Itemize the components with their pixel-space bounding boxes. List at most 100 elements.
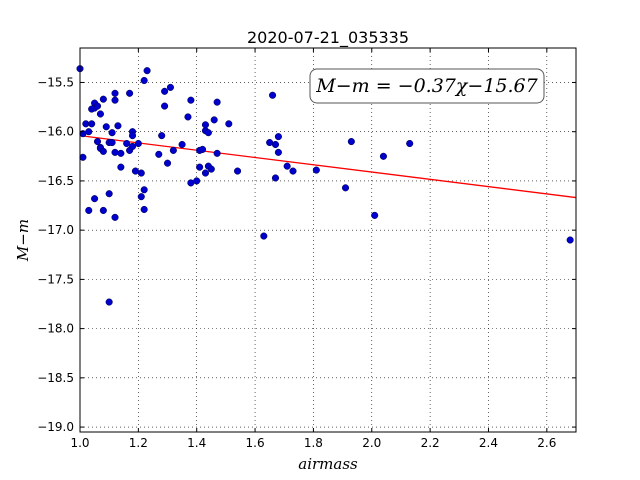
data-point (102, 123, 110, 131)
data-point (85, 206, 93, 215)
data-points (76, 65, 574, 306)
data-point (93, 102, 102, 110)
data-point (128, 142, 137, 151)
data-point (93, 137, 102, 146)
data-point (274, 148, 282, 156)
data-point (274, 133, 282, 141)
data-point (289, 167, 297, 175)
data-point (134, 139, 142, 148)
data-point (312, 166, 320, 174)
data-point (166, 83, 174, 91)
data-point (269, 91, 277, 99)
y-tick-label: −15.5 (37, 75, 74, 89)
x-tick-label: 1.6 (246, 436, 265, 450)
fit-line-group (79, 134, 577, 199)
data-point (105, 298, 113, 306)
data-point (271, 174, 280, 182)
data-point (155, 150, 163, 158)
x-tick-label: 1.4 (187, 436, 206, 450)
data-point (210, 116, 218, 124)
data-point (114, 122, 122, 130)
data-point (111, 148, 119, 156)
data-point (271, 140, 280, 149)
data-point (161, 102, 169, 110)
x-tick-label: 2.2 (421, 436, 440, 450)
x-tick-label: 2.0 (362, 436, 381, 450)
data-point (99, 147, 107, 155)
data-point (111, 96, 119, 104)
x-tick-label: 2.6 (537, 436, 556, 450)
data-point (111, 213, 119, 221)
data-point (79, 153, 87, 161)
data-point (193, 177, 201, 185)
data-point (234, 167, 242, 175)
data-point (169, 146, 177, 154)
data-point (213, 98, 221, 106)
data-point (99, 95, 107, 103)
x-tick-label: 1.8 (304, 436, 323, 450)
x-tick-label: 1.2 (129, 436, 148, 450)
data-point (260, 232, 268, 240)
data-point (126, 89, 134, 97)
equation-box (309, 68, 545, 104)
y-tick-label: −16.5 (37, 174, 74, 188)
y-tick-label: −17.5 (37, 272, 74, 286)
data-point (225, 120, 233, 128)
data-point (108, 138, 116, 147)
data-point (96, 110, 104, 118)
data-point (91, 195, 99, 203)
data-point (137, 193, 145, 201)
data-point (99, 206, 107, 215)
y-tick-label: −16.0 (37, 125, 74, 139)
data-point (187, 96, 195, 104)
data-point (178, 140, 186, 149)
fit-line (79, 134, 577, 199)
data-point (371, 211, 379, 219)
data-point (406, 139, 414, 148)
chart-title: 2020-07-21_035335 (247, 28, 409, 48)
data-point (140, 186, 148, 194)
data-point (201, 169, 210, 177)
data-point (111, 89, 119, 97)
x-tick-label: 2.4 (479, 436, 498, 450)
data-point (379, 152, 387, 160)
data-point (137, 169, 145, 177)
plot-area-background (80, 48, 576, 432)
plot-area-frame (79, 47, 577, 433)
data-point (108, 129, 116, 137)
data-point (140, 205, 148, 214)
data-point (198, 145, 207, 153)
x-tick-label: 1.0 (70, 436, 89, 450)
data-point (204, 129, 212, 137)
data-point (347, 137, 355, 146)
data-point (123, 139, 131, 148)
equation-annotation: M−m = −0.37χ−15.67 (315, 75, 538, 97)
data-point (341, 184, 350, 192)
data-point (184, 113, 192, 121)
y-tick-label: −17.0 (37, 223, 74, 237)
x-axis-label: airmass (298, 455, 358, 473)
data-point (88, 120, 96, 128)
y-axis-label: M−m (14, 219, 32, 262)
data-point (283, 162, 291, 170)
data-point (566, 236, 574, 244)
data-point (163, 159, 172, 167)
data-point (207, 165, 215, 173)
data-point (128, 132, 137, 140)
data-point (201, 121, 210, 129)
y-tick-label: −18.5 (37, 371, 74, 385)
axis-ticks: 1.0 1.2 1.4 1.6 1.8 2.0 2.2 2.4 2.6 −15.5 −16.0 −16… (37, 48, 576, 450)
data-point (140, 76, 148, 85)
data-point (196, 163, 204, 171)
data-point (143, 67, 151, 75)
data-point (161, 87, 169, 95)
data-point (213, 149, 221, 157)
y-tick-label: −18.0 (37, 322, 74, 336)
y-tick-label: −19.0 (37, 420, 74, 434)
data-point (158, 132, 166, 140)
data-point (117, 163, 125, 171)
data-point (85, 128, 93, 136)
data-point (105, 190, 113, 198)
data-point (117, 149, 125, 157)
